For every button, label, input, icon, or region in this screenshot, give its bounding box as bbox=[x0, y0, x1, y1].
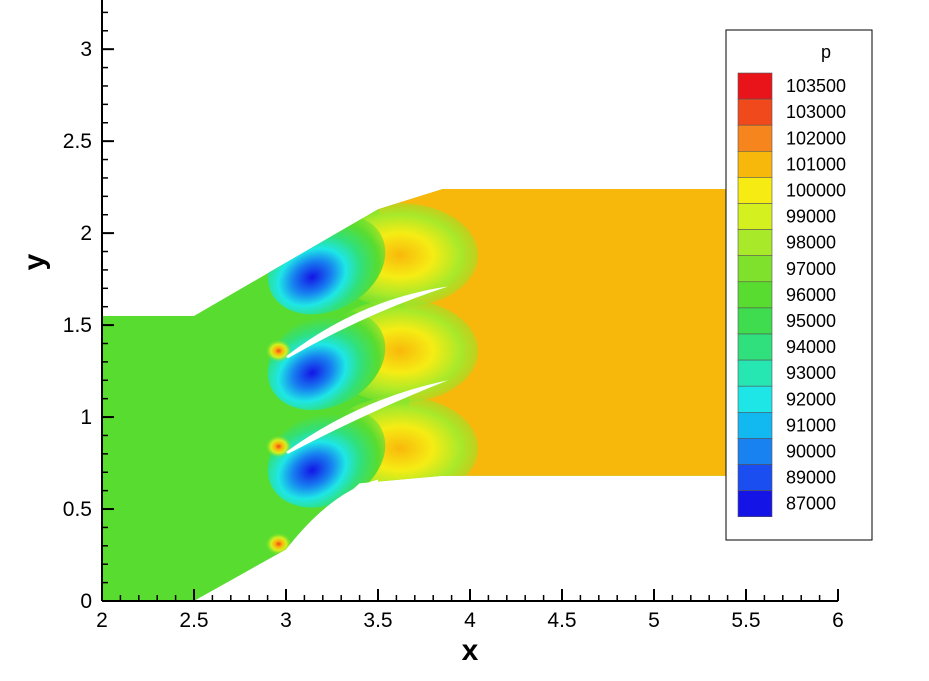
legend-entries: 103500 103000 102000 101000 100000 99000 98000… bbox=[737, 72, 846, 518]
y-tick-label: 3 bbox=[80, 38, 92, 61]
x-tick-label: 3.5 bbox=[363, 609, 392, 632]
stagnation-contour bbox=[265, 435, 292, 458]
y-tick-label: 1 bbox=[80, 406, 92, 429]
stagnation-contour bbox=[265, 339, 292, 362]
contour-field bbox=[102, 189, 728, 601]
legend-label: 102000 bbox=[786, 128, 846, 148]
x-tick-label: 5.5 bbox=[731, 609, 760, 632]
legend-label: 94000 bbox=[786, 337, 836, 357]
legend-label: 89000 bbox=[786, 468, 836, 488]
legend-swatch bbox=[737, 229, 773, 257]
y-tick-label: 1.5 bbox=[63, 314, 92, 337]
y-tick-label: 2 bbox=[80, 222, 92, 245]
legend-swatch bbox=[737, 490, 773, 518]
legend-swatch bbox=[737, 464, 773, 491]
legend-swatch bbox=[737, 333, 773, 361]
x-axis-title: x bbox=[462, 634, 479, 667]
legend-label: 87000 bbox=[786, 494, 836, 514]
legend-swatch bbox=[737, 281, 773, 309]
legend-label: 93000 bbox=[786, 363, 836, 383]
x-axis: 2 2.5 3 3.5 4 4.5 5 5.5 6 bbox=[96, 589, 844, 632]
legend-label: 103500 bbox=[786, 76, 846, 96]
legend-swatch bbox=[737, 307, 773, 335]
legend-label: 91000 bbox=[786, 415, 836, 435]
legend-label: 98000 bbox=[786, 233, 836, 253]
x-tick-label: 2.5 bbox=[179, 609, 208, 632]
legend-swatch bbox=[737, 385, 773, 413]
blade-lower-wall bbox=[286, 479, 378, 550]
legend-label: 95000 bbox=[786, 311, 836, 331]
x-tick-label: 3 bbox=[280, 609, 292, 632]
legend-label: 101000 bbox=[786, 154, 846, 174]
legend-label: 92000 bbox=[786, 389, 836, 409]
y-axis-title: y bbox=[18, 253, 51, 270]
legend-swatch bbox=[737, 411, 773, 439]
legend-swatch bbox=[737, 203, 773, 230]
legend-swatch bbox=[737, 177, 773, 204]
blade-passage-contours bbox=[265, 203, 479, 555]
x-tick-label: 5 bbox=[648, 609, 660, 632]
x-tick-label: 4.5 bbox=[547, 609, 576, 632]
suction-side-contour bbox=[267, 407, 386, 508]
legend-swatch bbox=[737, 438, 773, 465]
legend-label: 96000 bbox=[786, 285, 836, 305]
x-tick-label: 6 bbox=[832, 609, 844, 632]
legend-swatch bbox=[737, 151, 773, 178]
legend-label: 99000 bbox=[786, 207, 836, 227]
stagnation-contour bbox=[265, 532, 292, 555]
legend-swatch bbox=[737, 124, 773, 152]
legend-label: 103000 bbox=[786, 102, 846, 122]
y-axis: 0 0.5 1 1.5 2 2.5 3 bbox=[63, 0, 114, 613]
suction-side-contour bbox=[267, 310, 386, 411]
x-tick-label: 2 bbox=[96, 609, 108, 632]
legend-swatch bbox=[737, 359, 773, 387]
legend: p 103500 103000 102000 101000 100000 99000 980… bbox=[725, 29, 873, 541]
legend-label: 90000 bbox=[786, 441, 836, 461]
blades bbox=[286, 286, 448, 550]
y-tick-label: 0 bbox=[80, 590, 92, 613]
legend-title: p bbox=[821, 42, 831, 62]
legend-label: 97000 bbox=[786, 259, 836, 279]
legend-label: 100000 bbox=[786, 180, 846, 200]
legend-swatch bbox=[737, 255, 773, 283]
legend-swatch bbox=[737, 72, 773, 100]
legend-swatch bbox=[737, 98, 773, 126]
y-tick-label: 0.5 bbox=[63, 498, 92, 521]
y-tick-label: 2.5 bbox=[63, 130, 92, 153]
x-tick-label: 4 bbox=[464, 609, 476, 632]
